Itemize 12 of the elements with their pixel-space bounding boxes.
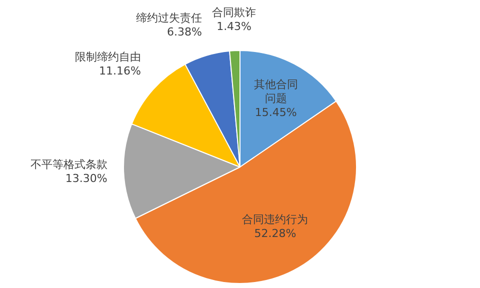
data-label: 11.16%: [99, 64, 141, 78]
slice-label: 限制缔约自由: [74, 50, 141, 64]
slice-label: 合同欺诈: [212, 6, 256, 20]
slice-label: 不平等格式条款: [30, 158, 108, 172]
slice-label: 缔约过失责任: [136, 12, 202, 25]
slice-label: 合同违约行为: [242, 213, 308, 226]
data-label: 52.28%: [254, 227, 296, 240]
data-label: 6.38%: [167, 26, 202, 39]
slice-label: 其他合同问题: [254, 78, 298, 105]
data-label: 15.45%: [254, 106, 297, 119]
data-label: 13.30%: [65, 172, 108, 186]
data-label: 1.43%: [216, 20, 252, 34]
